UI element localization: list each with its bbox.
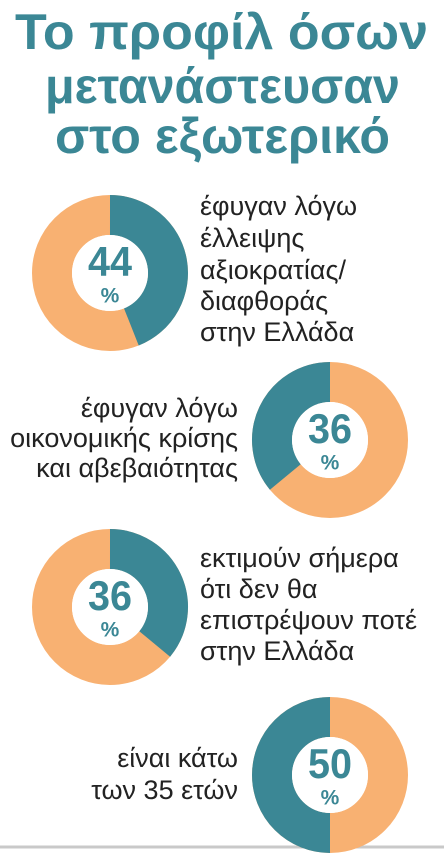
donut-hole xyxy=(72,569,148,645)
title-line: Το προφίλ όσων xyxy=(15,4,428,60)
value-label: 44 xyxy=(88,238,133,285)
donut-hole xyxy=(72,235,148,311)
donut-segment xyxy=(252,697,331,853)
label-line: έφυγαν λόγω xyxy=(200,191,357,221)
donut-segment xyxy=(109,195,188,346)
label-line: στην Ελλάδα xyxy=(200,317,354,347)
value-label: 36 xyxy=(88,572,132,619)
value-unit: % xyxy=(321,787,340,810)
donut-hole xyxy=(292,737,368,813)
label-line: διαφθοράς xyxy=(200,286,328,316)
label-line: είναι κάτω xyxy=(117,743,238,773)
label-line: οικονομικής κρίσης xyxy=(10,423,238,453)
label-line: εκτιμούν σήμερα xyxy=(200,543,399,573)
label-line: ότι δεν θα xyxy=(200,574,318,604)
value-unit: % xyxy=(101,285,120,308)
value-label: 50 xyxy=(308,740,352,787)
label-line: έλλειψης xyxy=(200,223,304,253)
title-line: μετανάστευσαν xyxy=(45,58,400,114)
label-line: στην Ελλάδα xyxy=(200,636,354,666)
label-line: αξιοκρατίας/ xyxy=(200,255,346,285)
label-line: και αβεβαιότητας xyxy=(36,453,238,483)
value-unit: % xyxy=(101,619,120,642)
title-line: στο εξωτερικό xyxy=(55,108,390,164)
label-line: έφυγαν λόγω xyxy=(81,393,238,423)
donut-segment xyxy=(109,529,188,657)
value-unit: % xyxy=(321,452,340,475)
label-line: των 35 ετών xyxy=(91,775,238,805)
donut-hole xyxy=(292,402,368,478)
donut-segment xyxy=(252,362,331,490)
value-label: 36 xyxy=(308,405,352,452)
label-line: επιστρέψουν ποτέ xyxy=(200,605,417,635)
